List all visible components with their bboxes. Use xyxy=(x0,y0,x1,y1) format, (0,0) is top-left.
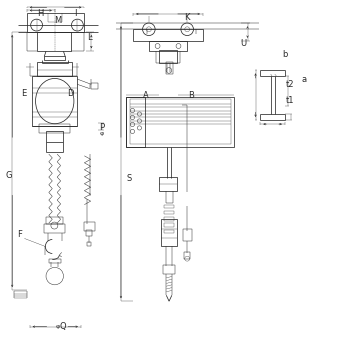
Bar xyxy=(46,217,63,224)
Bar xyxy=(183,229,192,241)
Bar xyxy=(164,205,174,208)
Text: φ: φ xyxy=(100,131,104,136)
Bar xyxy=(37,32,71,51)
Bar xyxy=(163,265,175,274)
Bar xyxy=(164,217,174,220)
Bar xyxy=(44,224,65,232)
Bar xyxy=(161,219,177,246)
Text: φ: φ xyxy=(55,324,60,329)
Text: S: S xyxy=(126,174,132,183)
Text: G: G xyxy=(5,170,12,180)
Bar xyxy=(49,259,61,263)
Bar xyxy=(184,252,190,259)
Text: L: L xyxy=(87,33,92,42)
Bar xyxy=(84,222,95,231)
Bar xyxy=(46,131,63,142)
Text: t2: t2 xyxy=(286,80,294,89)
Text: A: A xyxy=(142,91,148,100)
Bar xyxy=(27,13,84,32)
Text: b: b xyxy=(282,50,287,59)
Bar xyxy=(164,211,174,215)
Text: t1: t1 xyxy=(286,96,294,105)
Bar xyxy=(164,230,174,233)
Text: a: a xyxy=(301,75,307,84)
Text: U: U xyxy=(240,39,246,48)
Text: D: D xyxy=(67,89,74,98)
Text: F: F xyxy=(18,230,22,239)
Bar xyxy=(130,99,231,144)
Bar xyxy=(159,49,177,63)
Text: P: P xyxy=(99,124,104,132)
Bar xyxy=(149,41,187,51)
Text: I: I xyxy=(75,9,77,19)
Text: Q: Q xyxy=(60,322,66,331)
Bar xyxy=(133,29,203,41)
Text: B: B xyxy=(188,91,194,100)
Bar xyxy=(91,83,98,89)
Bar xyxy=(37,62,72,76)
Bar xyxy=(159,177,177,191)
Bar xyxy=(126,97,145,147)
Text: H: H xyxy=(37,9,44,19)
Text: M: M xyxy=(55,16,62,26)
Bar xyxy=(32,76,77,126)
Text: E: E xyxy=(21,89,26,98)
Bar xyxy=(164,223,174,227)
Bar xyxy=(166,62,173,74)
Bar xyxy=(126,97,234,147)
Bar xyxy=(39,125,70,133)
Bar xyxy=(86,230,92,236)
Bar xyxy=(44,56,65,60)
Bar xyxy=(87,242,91,246)
Text: K: K xyxy=(184,13,190,22)
